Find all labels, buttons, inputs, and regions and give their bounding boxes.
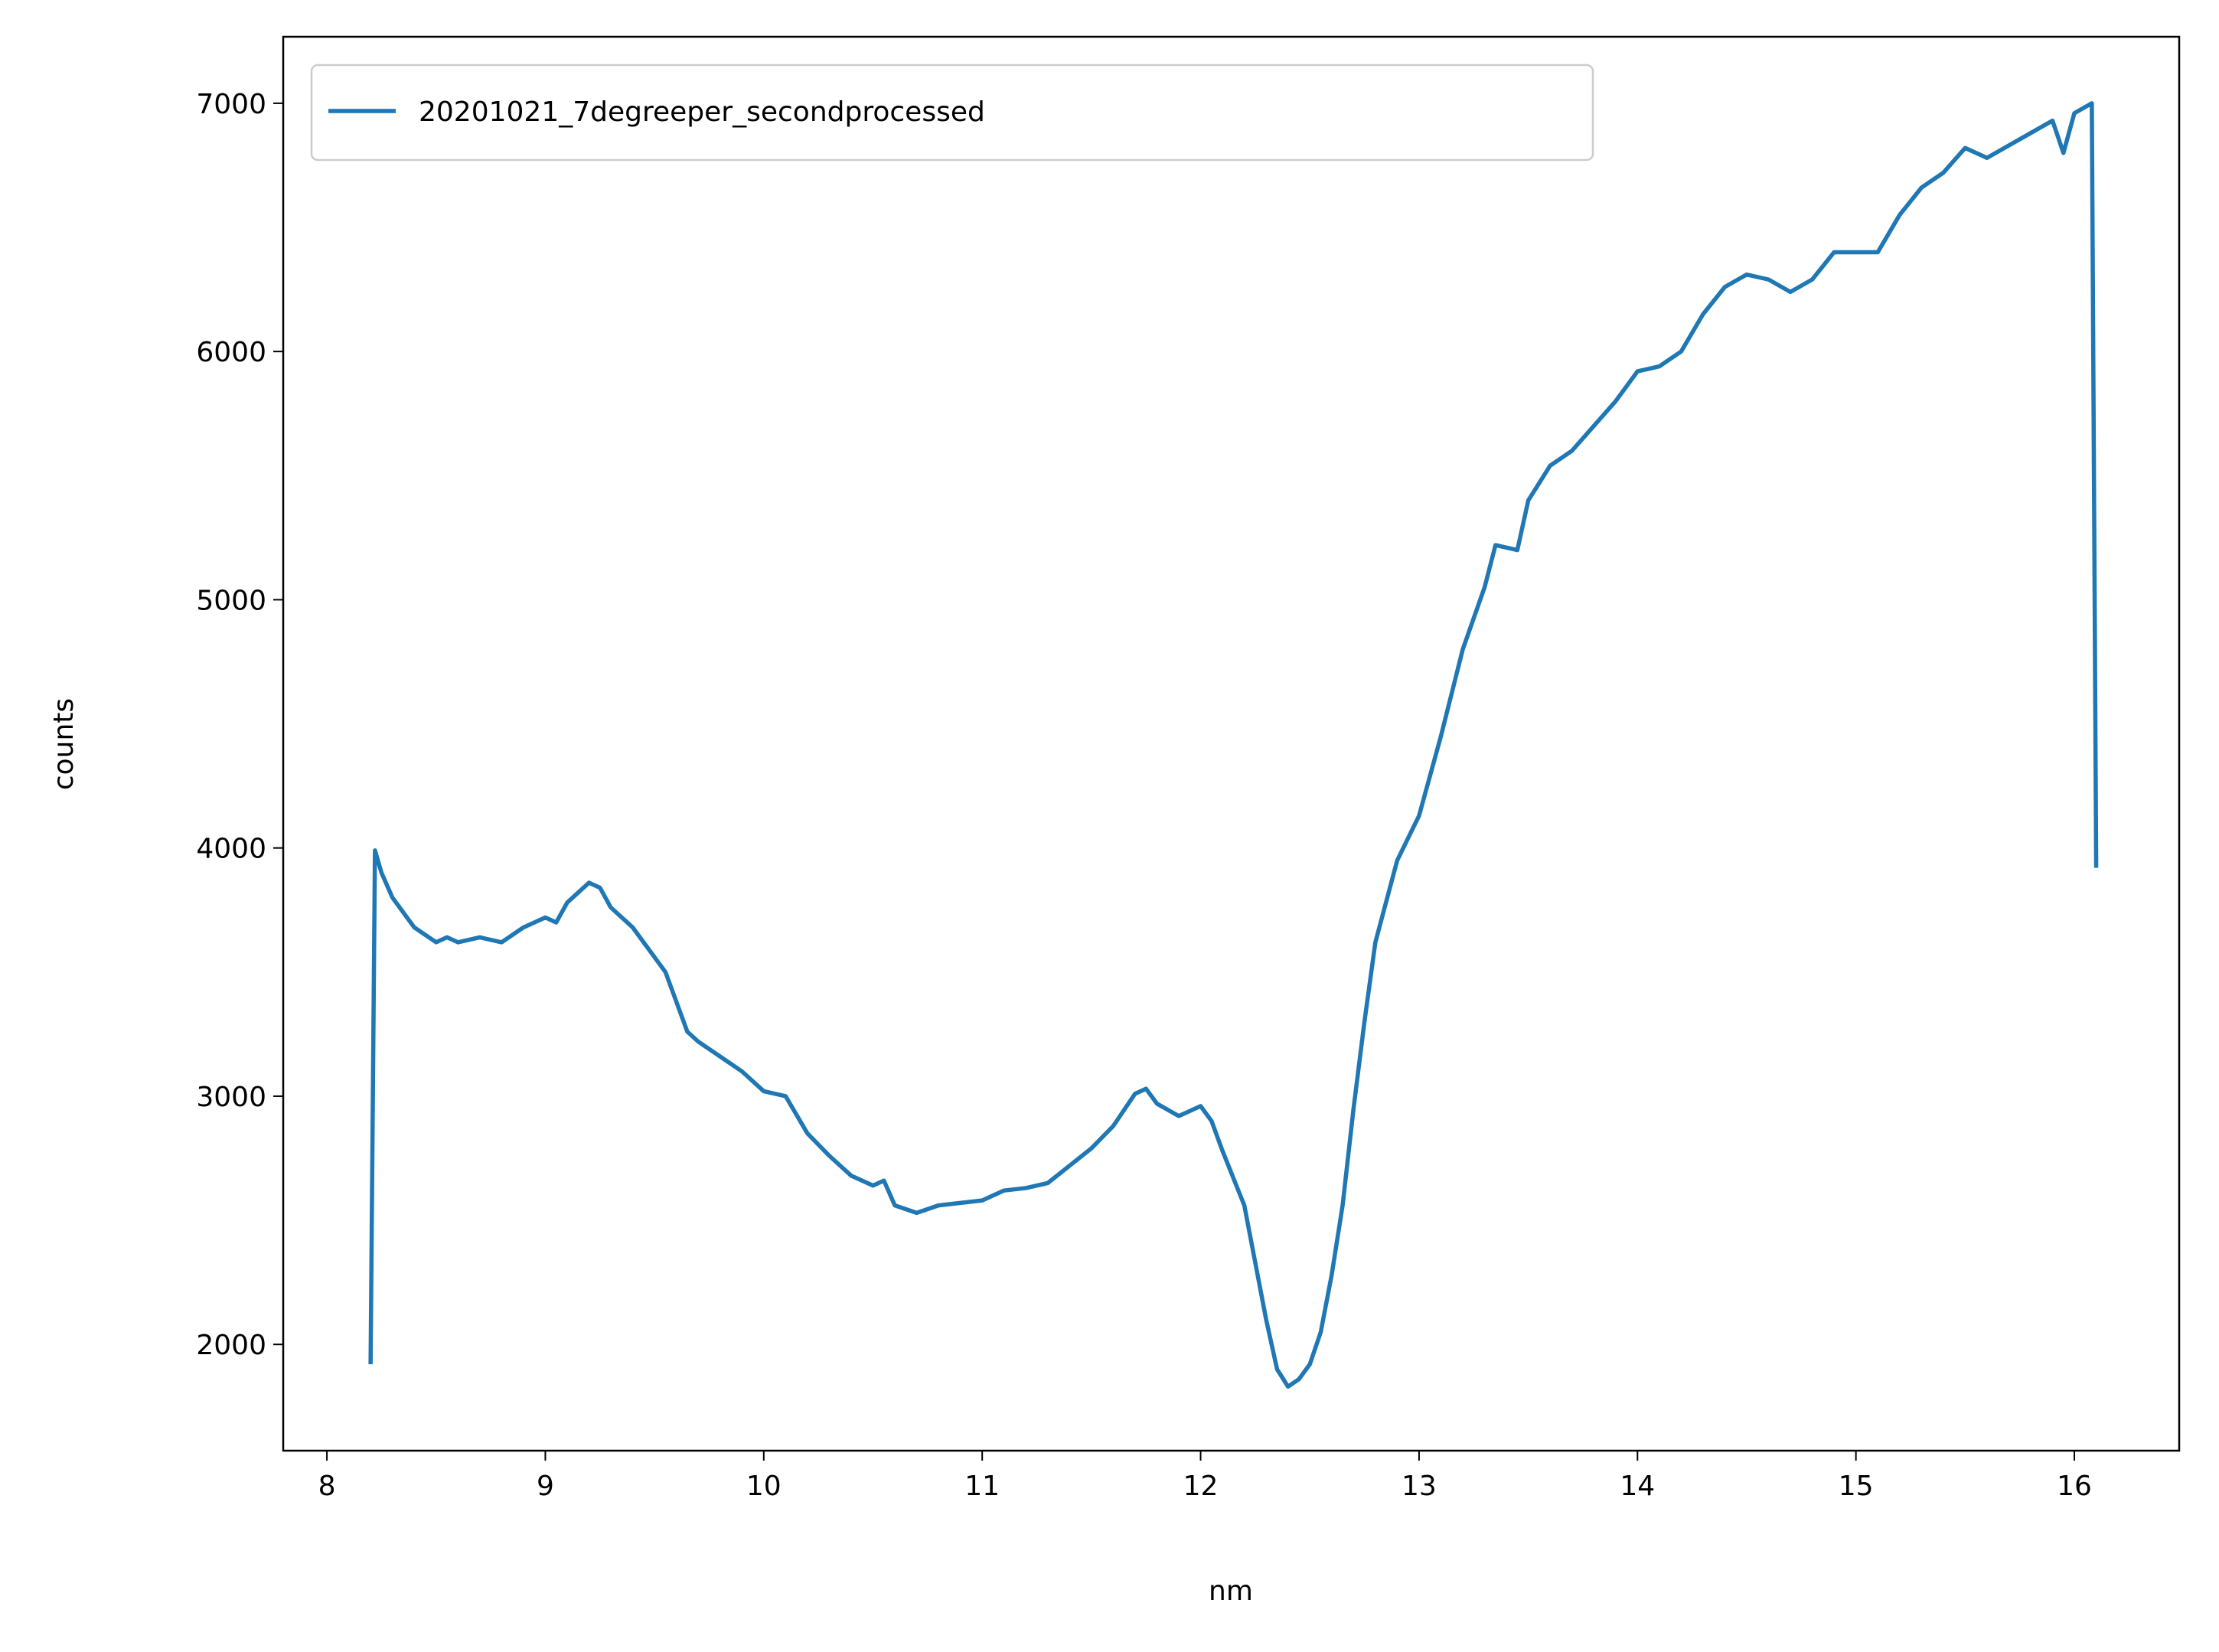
y-tick-label: 5000 xyxy=(196,585,266,616)
y-tick-label: 4000 xyxy=(196,834,266,865)
y-tick-label: 3000 xyxy=(196,1082,266,1113)
legend-label: 20201021_7degreeper_secondprocessed xyxy=(419,96,985,128)
x-tick-label: 16 xyxy=(2057,1471,2092,1502)
x-tick-label: 12 xyxy=(1183,1471,1219,1502)
x-tick-label: 13 xyxy=(1402,1471,1437,1502)
plot-frame xyxy=(282,35,2181,1452)
y-tick-label: 6000 xyxy=(196,337,266,368)
x-tick-label: 14 xyxy=(1620,1471,1655,1502)
x-tick-label: 9 xyxy=(537,1471,554,1502)
data-line xyxy=(368,101,2099,1389)
y-tick-label: 7000 xyxy=(196,89,266,120)
x-tick-label: 10 xyxy=(746,1471,782,1502)
y-axis-label: counts xyxy=(48,698,80,790)
y-tick-label: 2000 xyxy=(196,1330,266,1361)
x-tick-label: 8 xyxy=(318,1471,336,1502)
x-axis-label: nm xyxy=(1209,1575,1253,1607)
x-tick-label: 11 xyxy=(964,1471,1000,1502)
x-tick-label: 15 xyxy=(1839,1471,1874,1502)
legend-box xyxy=(310,64,1594,162)
